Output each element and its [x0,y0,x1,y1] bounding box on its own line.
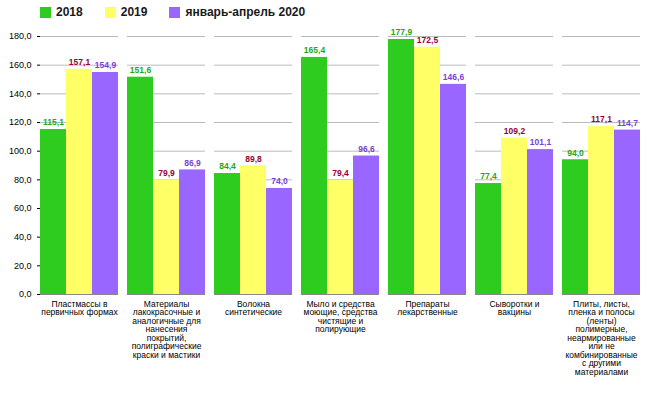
svg-text:40,0: 40,0 [14,232,32,242]
svg-text:172,5: 172,5 [417,35,439,45]
svg-text:96,6: 96,6 [358,144,375,154]
svg-text:60,0: 60,0 [14,203,32,213]
svg-text:Мыло и средствамоющие, средств: Мыло и средствамоющие, средствачистящие … [304,299,378,335]
svg-text:Материалылакокрасочные ианалог: Материалылакокрасочные ианалогичные длян… [132,299,202,360]
svg-text:77,4: 77,4 [480,171,497,181]
svg-text:165,4: 165,4 [304,45,326,55]
svg-text:79,4: 79,4 [332,168,349,178]
svg-text:Плиты, листы,пленка и полосы(л: Плиты, листы,пленка и полосы(ленты)полим… [565,299,637,377]
svg-text:94,0: 94,0 [567,147,584,157]
svg-text:84,4: 84,4 [219,161,236,171]
svg-text:80,0: 80,0 [14,175,32,185]
svg-text:86,9: 86,9 [184,158,201,168]
svg-text:160,0: 160,0 [9,60,32,70]
svg-text:154,9: 154,9 [95,60,117,70]
svg-text:100,0: 100,0 [9,146,32,156]
svg-text:101,1: 101,1 [530,137,552,147]
svg-text:Препаратылекарственные: Препаратылекарственные [397,299,458,318]
svg-text:146,6: 146,6 [443,72,465,82]
svg-text:74,0: 74,0 [271,176,288,186]
html-text:2018: 2018 [56,5,83,19]
svg-text:117,1: 117,1 [591,114,612,124]
svg-text:79,9: 79,9 [158,168,175,178]
html-text:январь-апрель 2020: январь-апрель 2020 [185,5,306,19]
svg-text:180,0: 180,0 [9,31,32,41]
svg-text:177,9: 177,9 [391,27,413,37]
svg-text:89,8: 89,8 [245,154,262,164]
svg-text:0,0: 0,0 [19,289,32,299]
svg-text:157,1: 157,1 [69,57,91,67]
svg-text:20,0: 20,0 [14,261,32,271]
svg-text:140,0: 140,0 [9,89,32,99]
svg-text:120,0: 120,0 [9,117,32,127]
svg-text:151,6: 151,6 [130,65,152,75]
svg-text:109,2: 109,2 [504,126,526,136]
svg-text:Пластмассы впервичных формах: Пластмассы впервичных формах [41,299,118,318]
svg-text:114,7: 114,7 [617,118,638,128]
svg-text:Сыворотки ивакцины: Сыворотки ивакцины [489,299,539,318]
svg-text:115,1: 115,1 [43,117,64,127]
html-text:2019: 2019 [120,5,148,19]
svg-text:Волокнасинтетические: Волокнасинтетические [225,299,282,318]
